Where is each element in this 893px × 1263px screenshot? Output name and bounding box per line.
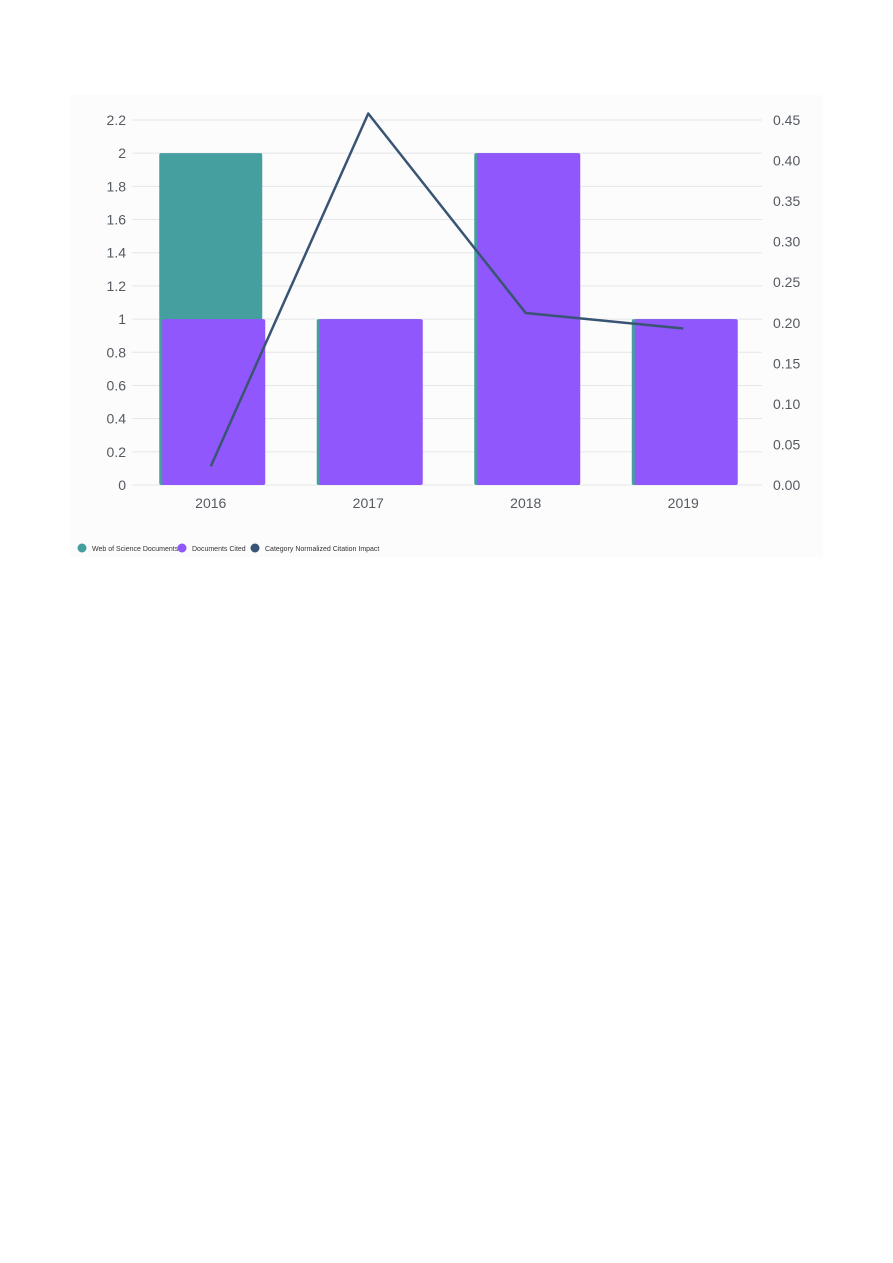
documents-cited-bar	[477, 153, 581, 485]
left-tick-label: 1	[118, 311, 126, 327]
documents-cited-bar	[634, 319, 738, 485]
legend-label: Documents Cited	[192, 546, 246, 553]
legend-label: Category Normalized Citation Impact	[265, 546, 379, 553]
left-tick-label: 0.4	[107, 411, 127, 427]
right-tick-label: 0.10	[773, 396, 800, 412]
right-y-axis: 0.00 0.05 0.10 0.15 0.20 0.25 0.30 0.35 0.40 0.45	[773, 112, 800, 493]
x-tick-label: 2016	[195, 495, 226, 511]
left-y-axis: 0 0.2 0.4 0.6 0.8 1 1.2 1.4 1.6 1.8 2 2.2	[107, 112, 127, 493]
right-tick-label: 0.05	[773, 436, 800, 452]
legend-marker	[77, 543, 87, 553]
left-tick-label: 0.6	[107, 377, 127, 393]
citation-impact-line	[209, 112, 684, 467]
left-tick-label: 1.2	[107, 278, 127, 294]
right-tick-label: 0.35	[773, 193, 800, 209]
x-tick-label: 2017	[353, 495, 384, 511]
right-tick-label: 0.20	[773, 315, 800, 331]
left-tick-label: 1.6	[107, 212, 127, 228]
left-tick-label: 0	[118, 477, 126, 493]
right-tick-label: 0.30	[773, 234, 800, 250]
right-tick-label: 0.00	[773, 477, 800, 493]
left-tick-label: 0.8	[107, 344, 127, 360]
chart-container: 0 0.2 0.4 0.6 0.8 1 1.2 1.4 1.6 1.8 2 2.2 0.00 0.05 0…	[70, 95, 823, 557]
citation-impact-line-group	[209, 112, 684, 467]
right-tick-label: 0.25	[773, 274, 800, 290]
x-tick-label: 2019	[668, 495, 699, 511]
left-tick-label: 0.2	[107, 444, 127, 460]
right-tick-label: 0.40	[773, 153, 800, 169]
legend-marker	[177, 543, 187, 553]
documents-cited-bar	[319, 319, 423, 485]
right-tick-label: 0.45	[773, 112, 800, 128]
x-axis: 2016 2017 2018 2019	[195, 495, 699, 511]
x-tick-label: 2018	[510, 495, 541, 511]
legend: Web of Science Documents Documents Cited C…	[77, 543, 379, 553]
left-tick-label: 1.8	[107, 178, 127, 194]
left-tick-label: 2.2	[107, 112, 127, 128]
legend-marker	[250, 543, 260, 553]
left-tick-label: 2	[118, 145, 126, 161]
combo-chart: 00.20.40.60.811.21.41.61.822.2 0.000.050…	[77, 112, 800, 553]
legend-label: Web of Science Documents	[92, 546, 179, 553]
left-tick-label: 1.4	[107, 245, 127, 261]
bars	[159, 153, 738, 485]
documents-cited-bar	[162, 319, 266, 485]
right-tick-label: 0.15	[773, 355, 800, 371]
